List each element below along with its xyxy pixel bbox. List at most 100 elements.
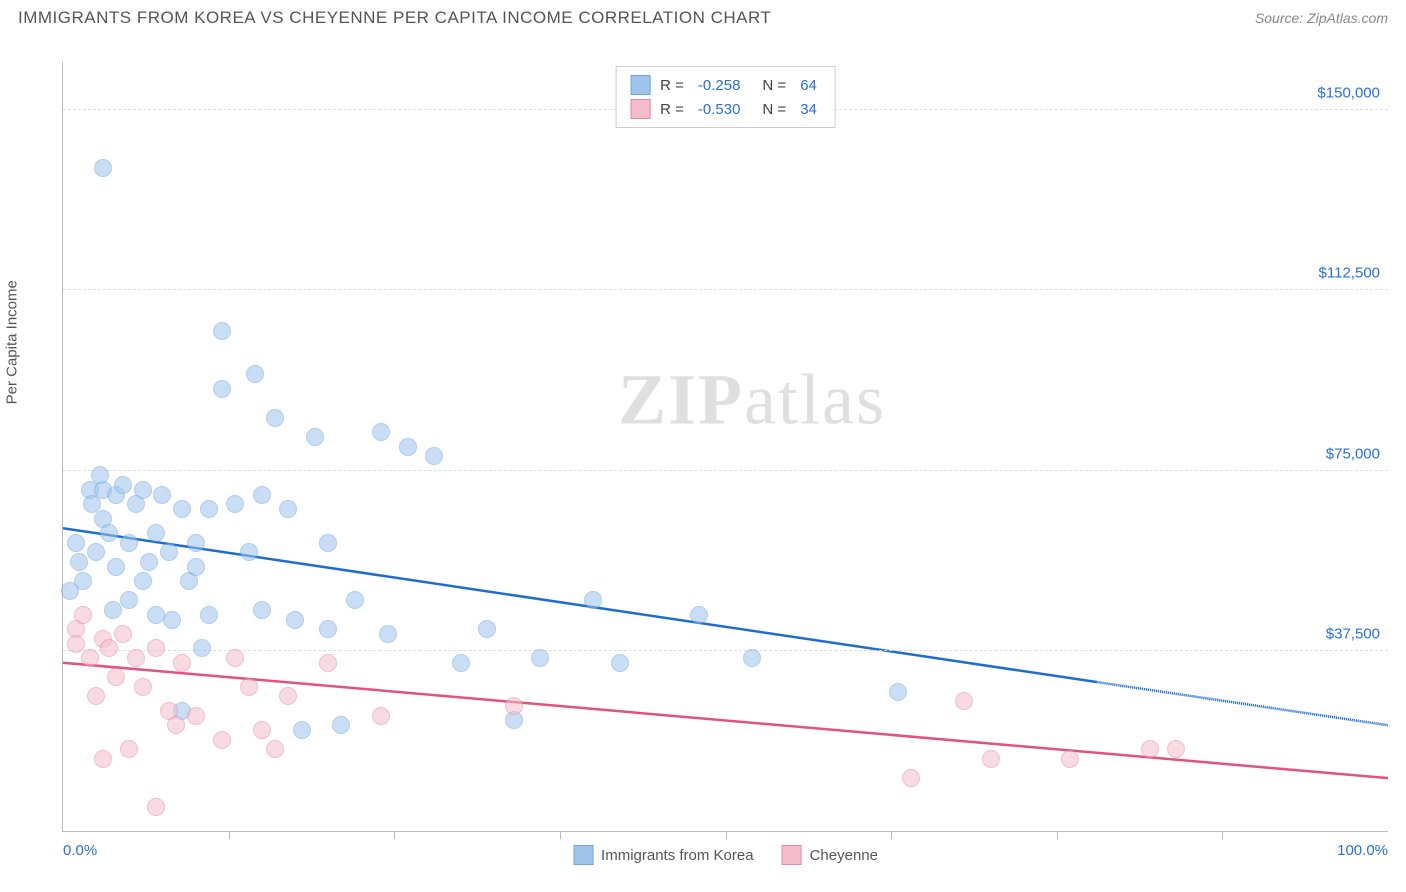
- data-point: [319, 654, 337, 672]
- data-point: [306, 428, 324, 446]
- data-point: [253, 601, 271, 619]
- data-point: [213, 380, 231, 398]
- data-point: [246, 365, 264, 383]
- data-point: [100, 639, 118, 657]
- data-point: [213, 322, 231, 340]
- data-point: [187, 707, 205, 725]
- data-point: [240, 543, 258, 561]
- data-point: [67, 635, 85, 653]
- data-point: [346, 591, 364, 609]
- data-point: [226, 495, 244, 513]
- data-point: [452, 654, 470, 672]
- data-point: [187, 534, 205, 552]
- data-point: [379, 625, 397, 643]
- data-point: [286, 611, 304, 629]
- data-point: [120, 740, 138, 758]
- header: IMMIGRANTS FROM KOREA VS CHEYENNE PER CA…: [0, 0, 1406, 32]
- x-tick-label: 0.0%: [63, 842, 97, 859]
- x-tick: [1057, 831, 1058, 839]
- data-point: [279, 687, 297, 705]
- x-tick: [891, 831, 892, 839]
- data-point: [87, 687, 105, 705]
- data-point: [134, 678, 152, 696]
- x-tick-label: 100.0%: [1337, 842, 1388, 859]
- data-point: [193, 639, 211, 657]
- data-point: [74, 606, 92, 624]
- data-point: [425, 447, 443, 465]
- data-point: [253, 721, 271, 739]
- data-point: [140, 553, 158, 571]
- data-point: [319, 620, 337, 638]
- data-point: [104, 601, 122, 619]
- data-point: [889, 683, 907, 701]
- data-point: [266, 740, 284, 758]
- data-point: [213, 731, 231, 749]
- data-point: [127, 649, 145, 667]
- data-point: [1061, 750, 1079, 768]
- y-tick-label: $75,000: [1326, 445, 1380, 462]
- data-point: [173, 500, 191, 518]
- data-point: [100, 524, 118, 542]
- data-point: [120, 534, 138, 552]
- gridline: [63, 470, 1388, 471]
- data-point: [279, 500, 297, 518]
- y-axis-label: Per Capita Income: [4, 280, 21, 404]
- data-point: [187, 558, 205, 576]
- data-point: [147, 639, 165, 657]
- data-point: [253, 486, 271, 504]
- data-point: [147, 798, 165, 816]
- gridline: [63, 650, 1388, 651]
- chart-area: Per Capita Income ZIPatlas R = -0.258 N …: [18, 42, 1388, 874]
- data-point: [114, 476, 132, 494]
- swatch-korea: [630, 75, 650, 95]
- plot-region: ZIPatlas R = -0.258 N = 64 R = -0.530 N …: [62, 62, 1388, 832]
- data-point: [61, 582, 79, 600]
- data-point: [955, 692, 973, 710]
- data-point: [107, 668, 125, 686]
- data-point: [91, 466, 109, 484]
- data-point: [319, 534, 337, 552]
- legend-item-cheyenne: Cheyenne: [782, 845, 878, 865]
- y-tick-label: $150,000: [1317, 85, 1380, 102]
- data-point: [982, 750, 1000, 768]
- data-point: [153, 486, 171, 504]
- x-tick: [1222, 831, 1223, 839]
- data-point: [81, 649, 99, 667]
- data-point: [1141, 740, 1159, 758]
- data-point: [293, 721, 311, 739]
- data-point: [167, 716, 185, 734]
- data-point: [107, 558, 125, 576]
- data-point: [200, 500, 218, 518]
- data-point: [134, 481, 152, 499]
- data-point: [611, 654, 629, 672]
- chart-title: IMMIGRANTS FROM KOREA VS CHEYENNE PER CA…: [18, 8, 771, 28]
- data-point: [240, 678, 258, 696]
- y-tick-label: $37,500: [1326, 625, 1380, 642]
- data-point: [372, 707, 390, 725]
- data-point: [226, 649, 244, 667]
- data-point: [266, 409, 284, 427]
- series-legend: Immigrants from Korea Cheyenne: [573, 845, 878, 865]
- gridline: [63, 289, 1388, 290]
- data-point: [120, 591, 138, 609]
- data-point: [372, 423, 390, 441]
- data-point: [332, 716, 350, 734]
- data-point: [87, 543, 105, 561]
- swatch-korea-icon: [573, 845, 593, 865]
- x-tick: [726, 831, 727, 839]
- trend-lines: [63, 62, 1388, 831]
- source-label: Source: ZipAtlas.com: [1255, 10, 1388, 26]
- data-point: [531, 649, 549, 667]
- data-point: [173, 654, 191, 672]
- data-point: [505, 697, 523, 715]
- x-tick: [394, 831, 395, 839]
- data-point: [902, 769, 920, 787]
- legend-row-korea: R = -0.258 N = 64: [630, 73, 821, 97]
- data-point: [1167, 740, 1185, 758]
- data-point: [200, 606, 218, 624]
- watermark: ZIPatlas: [618, 359, 886, 442]
- swatch-cheyenne: [630, 99, 650, 119]
- data-point: [147, 524, 165, 542]
- data-point: [94, 159, 112, 177]
- data-point: [690, 606, 708, 624]
